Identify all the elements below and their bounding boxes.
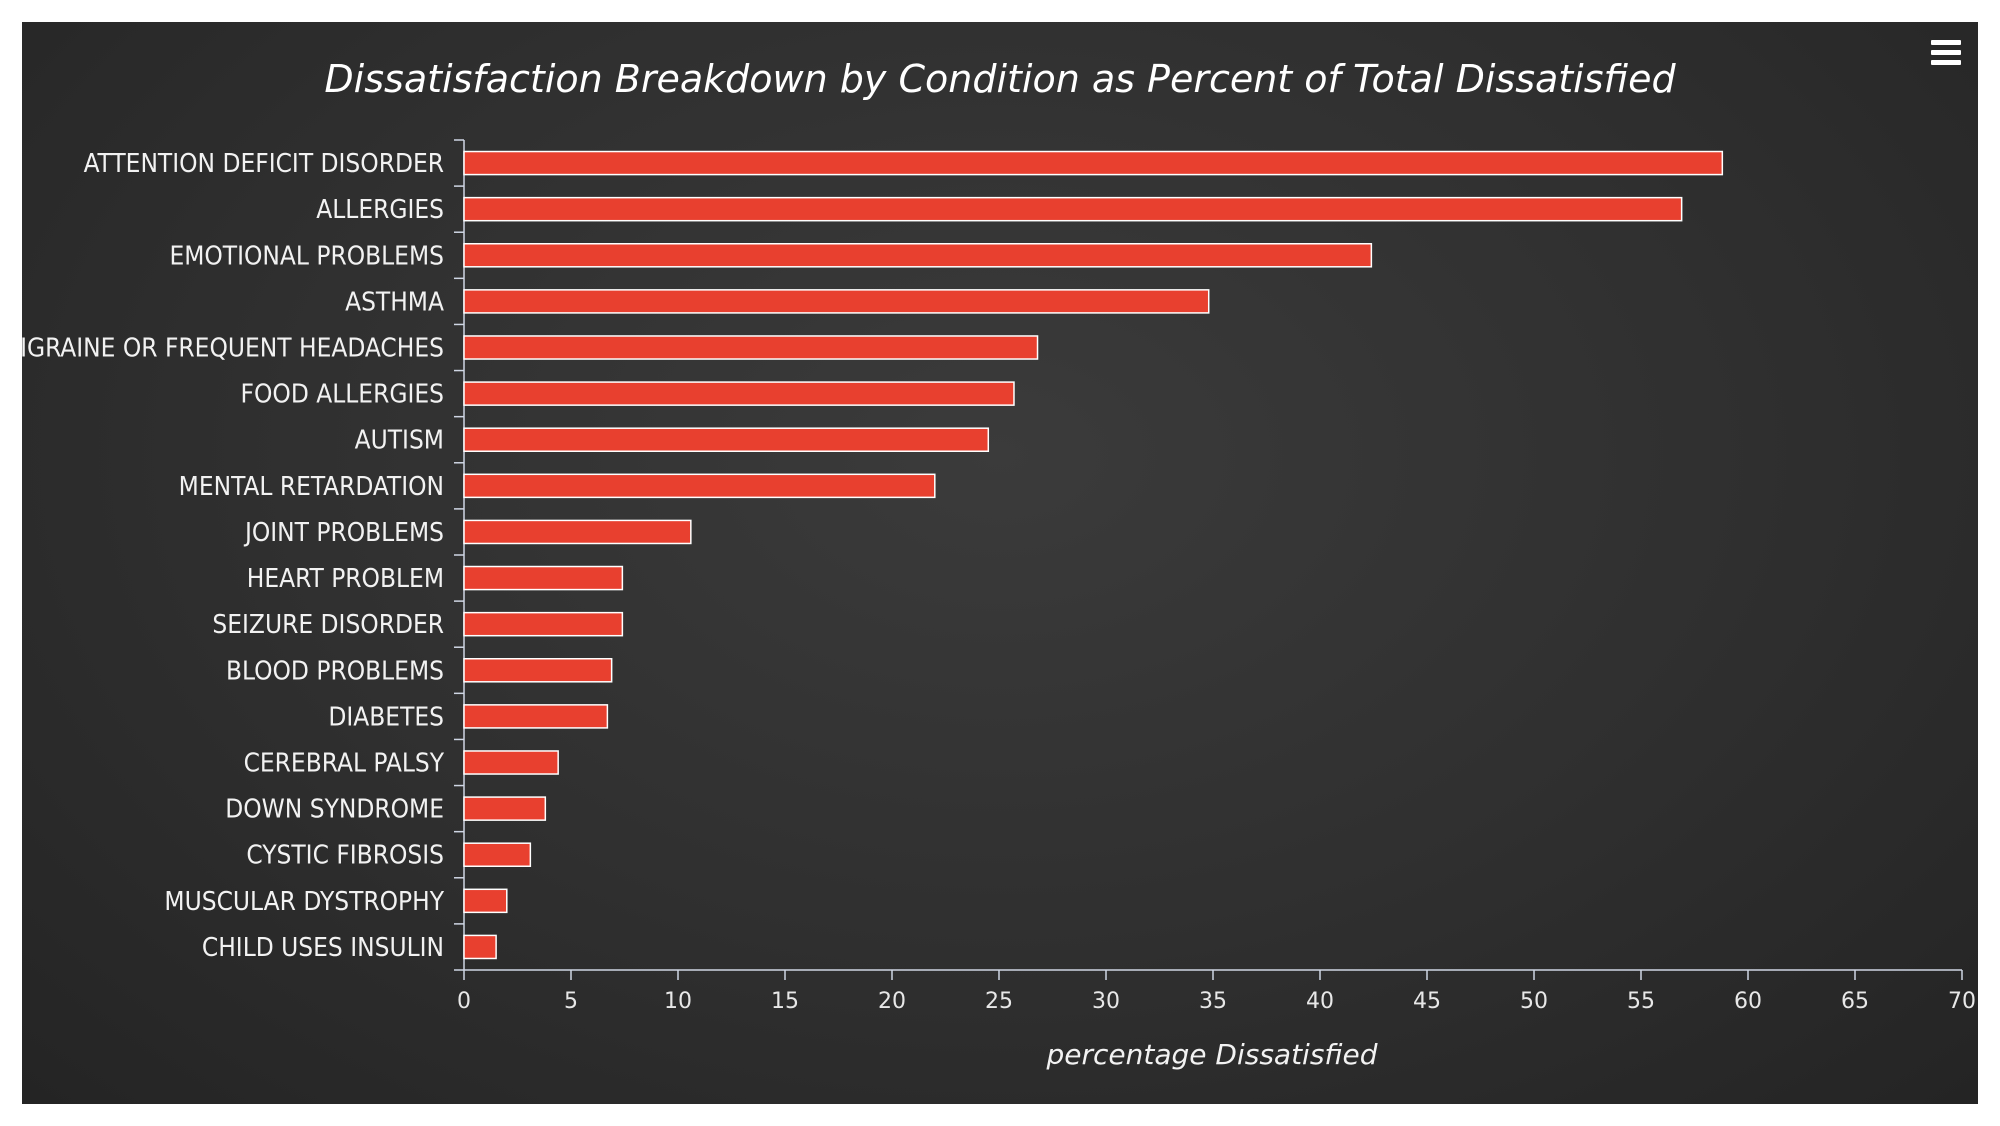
x-tick-label: 45 bbox=[1413, 989, 1441, 1014]
x-tick-label: 60 bbox=[1734, 989, 1762, 1014]
bar[interactable] bbox=[463, 150, 1724, 176]
bar[interactable] bbox=[463, 196, 1683, 222]
bar[interactable] bbox=[463, 473, 936, 499]
category-label: CEREBRAL PALSY bbox=[244, 749, 445, 779]
plot-area: ATTENTION DEFICIT DISORDER ALLERGIES EMOTI… bbox=[22, 139, 1976, 1014]
bar[interactable] bbox=[463, 243, 1373, 268]
category-label: AUTISM bbox=[355, 426, 444, 456]
x-tick-label: 20 bbox=[878, 989, 906, 1014]
bar[interactable] bbox=[463, 888, 508, 914]
bar[interactable] bbox=[463, 796, 547, 821]
category-label: DOWN SYNDROME bbox=[225, 795, 444, 825]
category-label: ALLERGIES bbox=[316, 195, 444, 225]
x-tick-label: 25 bbox=[985, 989, 1013, 1014]
bar[interactable] bbox=[463, 934, 497, 960]
bar[interactable] bbox=[463, 658, 613, 683]
bar[interactable] bbox=[463, 289, 1210, 314]
category-label: SEIZURE DISORDER bbox=[212, 610, 444, 640]
chart-menu-button[interactable] bbox=[1928, 36, 1964, 70]
bar[interactable] bbox=[463, 335, 1039, 360]
bar[interactable] bbox=[463, 842, 532, 868]
category-label: ASTHMA bbox=[345, 287, 444, 317]
category-label: CYSTIC FIBROSIS bbox=[246, 841, 444, 871]
category-label: EMOTIONAL PROBLEMS bbox=[169, 241, 444, 271]
category-label: HEART PROBLEM bbox=[247, 564, 444, 594]
bar[interactable] bbox=[463, 611, 624, 637]
category-label: BLOOD PROBLEMS bbox=[226, 656, 444, 686]
category-label: ATTENTION DEFICIT DISORDER bbox=[84, 149, 444, 179]
category-label: JOINT PROBLEMS bbox=[243, 518, 444, 548]
x-tick-label: 70 bbox=[1948, 989, 1976, 1014]
x-tick-label: 50 bbox=[1520, 989, 1548, 1014]
chart-board: Dissatisfaction Breakdown by Condition a… bbox=[22, 22, 1978, 1104]
bar[interactable] bbox=[463, 565, 624, 591]
x-tick-label: 10 bbox=[664, 989, 692, 1014]
x-tick-label: 30 bbox=[1092, 989, 1120, 1014]
x-tick-label: 35 bbox=[1199, 989, 1227, 1014]
category-label: MUSCULAR DYSTROPHY bbox=[164, 887, 444, 917]
x-tick-label: 15 bbox=[771, 989, 799, 1014]
x-tick-label: 65 bbox=[1841, 989, 1869, 1014]
x-tick-label: 5 bbox=[564, 989, 578, 1014]
category-label: MIGRAINE OR FREQUENT HEADACHES bbox=[22, 334, 444, 364]
category-label: DIABETES bbox=[328, 702, 444, 732]
bar[interactable] bbox=[463, 381, 1015, 406]
category-label: CHILD USES INSULIN bbox=[202, 933, 444, 963]
bar-chart: Dissatisfaction Breakdown by Condition a… bbox=[22, 57, 1976, 1071]
category-label: FOOD ALLERGIES bbox=[241, 380, 444, 410]
x-tick-label: 55 bbox=[1627, 989, 1655, 1014]
bar[interactable] bbox=[463, 750, 559, 775]
chart-title: Dissatisfaction Breakdown by Condition a… bbox=[324, 57, 1676, 101]
x-tick-label: 0 bbox=[457, 989, 471, 1014]
x-tick-label: 40 bbox=[1306, 989, 1334, 1014]
category-label: MENTAL RETARDATION bbox=[179, 472, 444, 502]
bar[interactable] bbox=[463, 519, 692, 545]
x-axis-title: percentage Dissatisfied bbox=[1045, 1038, 1377, 1071]
bar[interactable] bbox=[463, 704, 609, 729]
bar[interactable] bbox=[463, 427, 990, 453]
